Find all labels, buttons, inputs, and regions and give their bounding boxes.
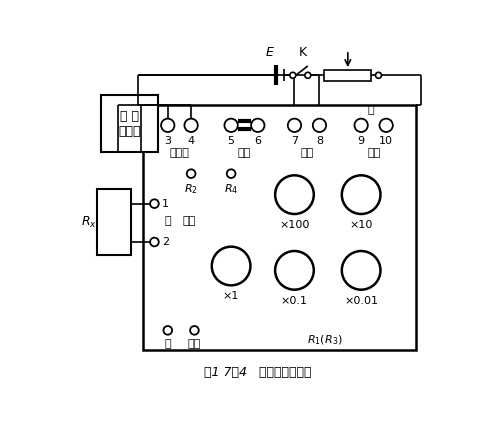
Circle shape [375, 72, 381, 78]
Text: K: K [299, 46, 307, 59]
Circle shape [379, 119, 393, 132]
Bar [324, 70, 371, 81]
Text: $E$: $E$ [265, 46, 275, 59]
Text: ×0.01: ×0.01 [344, 296, 378, 306]
Text: 4: 4 [188, 136, 195, 146]
Text: 未知: 未知 [182, 216, 195, 226]
Text: $R_4$: $R_4$ [224, 182, 238, 196]
Circle shape [275, 175, 314, 214]
Text: ×0.1: ×0.1 [281, 296, 308, 306]
Circle shape [313, 119, 326, 132]
Circle shape [163, 326, 172, 335]
Circle shape [190, 326, 199, 335]
Text: 2: 2 [162, 237, 169, 247]
Text: 双: 双 [367, 105, 374, 115]
Text: 检流计: 检流计 [170, 148, 189, 158]
Circle shape [224, 119, 238, 132]
Circle shape [355, 119, 368, 132]
Text: $R_1(R_3)$: $R_1(R_3)$ [307, 333, 343, 347]
Text: 10: 10 [379, 136, 393, 146]
Text: 1: 1 [162, 199, 169, 209]
Text: 电池: 电池 [300, 148, 313, 158]
Text: 光 点
检流计: 光 点 检流计 [118, 110, 141, 138]
Text: 9: 9 [358, 136, 365, 146]
Text: 单: 单 [165, 216, 172, 226]
Bar [97, 189, 131, 255]
Text: 短路: 短路 [188, 339, 201, 349]
Text: 7: 7 [291, 136, 298, 146]
Circle shape [187, 169, 196, 178]
Circle shape [212, 247, 250, 285]
Circle shape [305, 72, 311, 78]
Bar [101, 95, 158, 152]
Text: 3: 3 [164, 136, 171, 146]
Circle shape [150, 199, 159, 208]
Circle shape [251, 119, 265, 132]
Circle shape [342, 175, 380, 214]
Text: 未知: 未知 [367, 148, 380, 158]
Text: ×100: ×100 [279, 220, 310, 230]
Bar [143, 105, 416, 350]
Text: ×1: ×1 [223, 291, 239, 301]
Text: 通: 通 [164, 339, 171, 349]
Text: 5: 5 [228, 136, 234, 146]
Text: $R_x$: $R_x$ [81, 214, 97, 229]
Circle shape [161, 119, 175, 132]
Text: 图1 7－4   单电桥面板接线: 图1 7－4 单电桥面板接线 [204, 365, 311, 378]
Circle shape [275, 251, 314, 290]
Circle shape [227, 169, 235, 178]
Text: 标准: 标准 [238, 148, 251, 158]
Circle shape [150, 238, 159, 246]
Circle shape [288, 119, 301, 132]
Circle shape [185, 119, 198, 132]
Circle shape [290, 72, 296, 78]
Text: ×10: ×10 [350, 220, 373, 230]
Text: 8: 8 [316, 136, 323, 146]
Text: $R_2$: $R_2$ [184, 182, 198, 196]
Circle shape [342, 251, 380, 290]
Text: 6: 6 [255, 136, 261, 146]
